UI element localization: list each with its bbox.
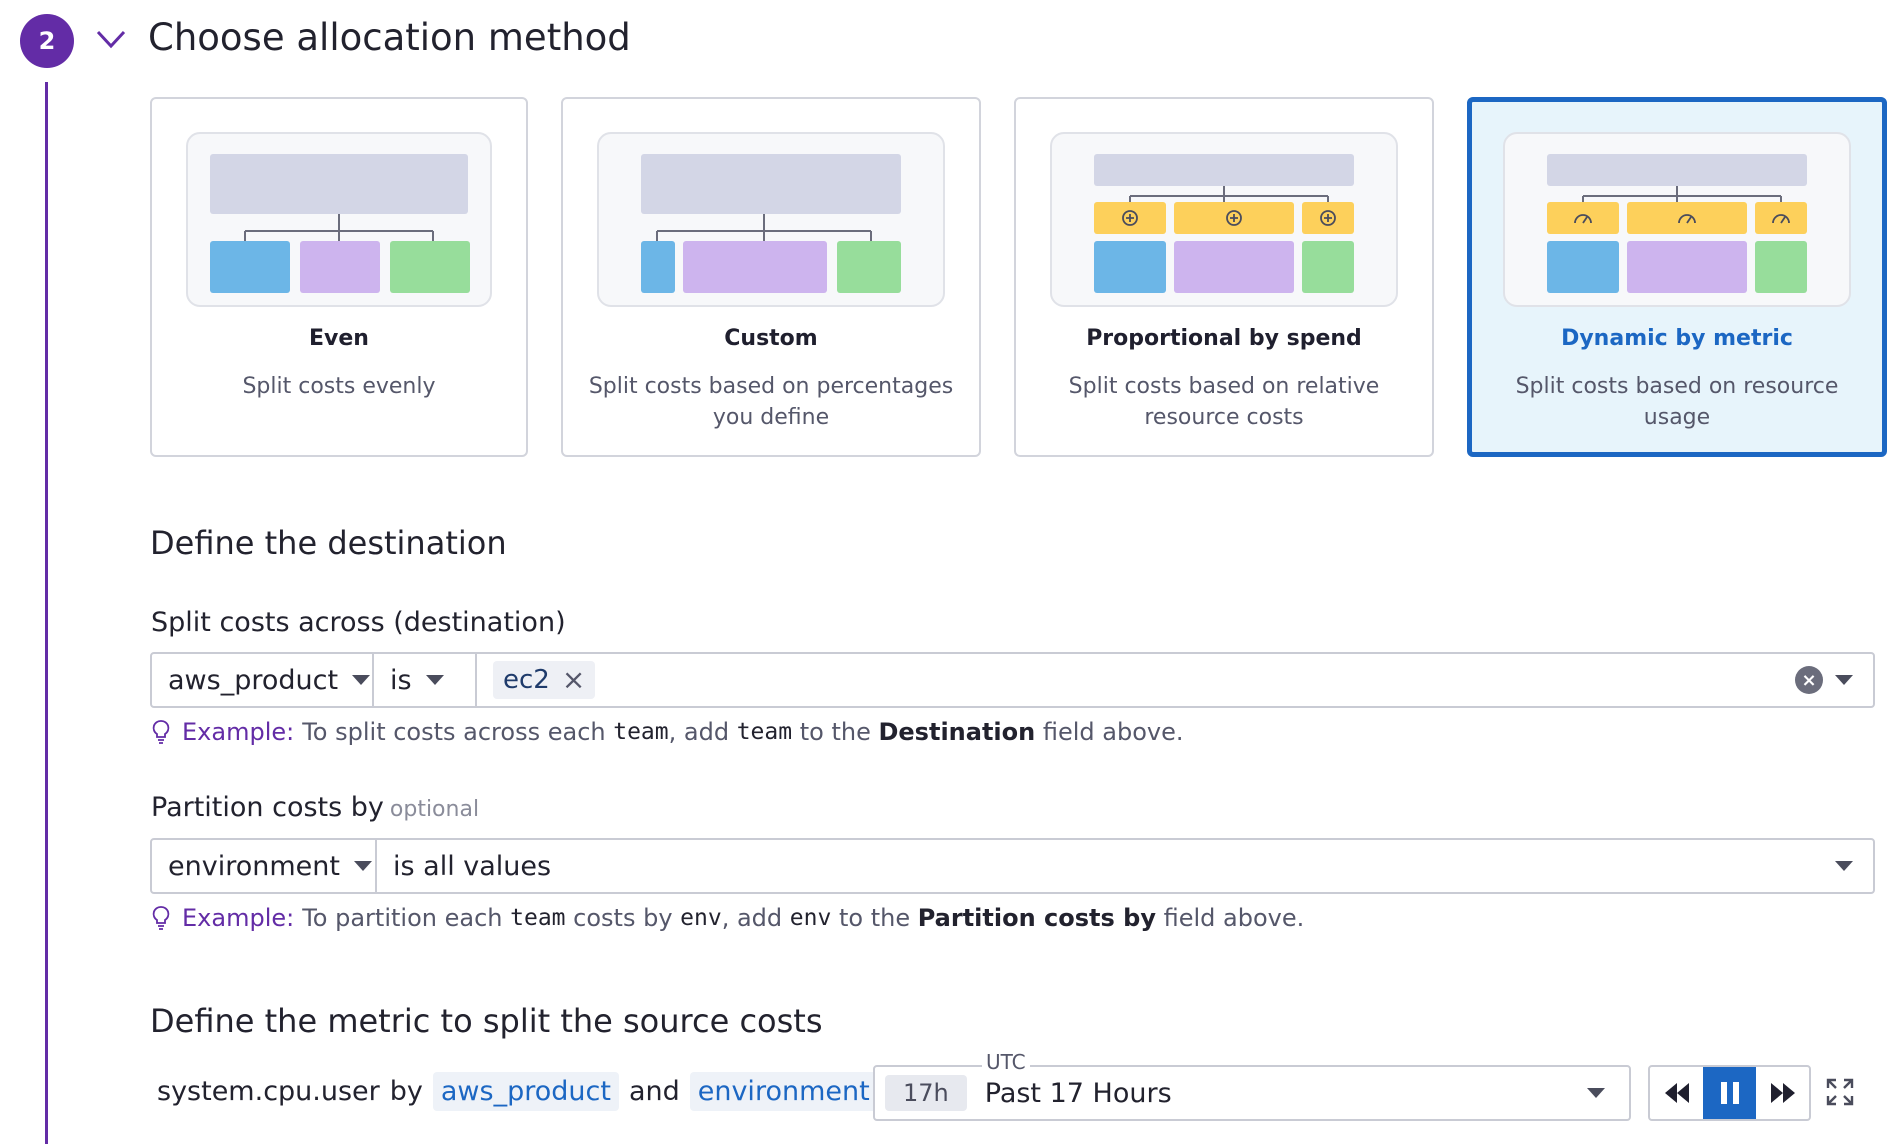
proportional-illustration xyxy=(1050,132,1398,307)
method-card-proportional[interactable]: Proportional by spend Split costs based … xyxy=(1014,97,1434,457)
partition-operator-select[interactable]: is all values xyxy=(377,840,1873,892)
partition-tag-key-select[interactable]: environment xyxy=(152,840,377,892)
optional-label: optional xyxy=(389,797,480,822)
rewind-button[interactable] xyxy=(1650,1067,1703,1119)
hint-code: team xyxy=(510,905,566,931)
metric-and-label: and xyxy=(628,1076,680,1107)
partition-field-label: Partition costs by optional xyxy=(151,792,479,823)
metric-section-title: Define the metric to split the source co… xyxy=(150,1002,823,1040)
caret-down-icon xyxy=(425,675,444,685)
remove-tag-icon[interactable]: × xyxy=(561,663,586,696)
hint-text: field above. xyxy=(1163,904,1305,932)
time-range-label: Past 17 Hours xyxy=(984,1077,1172,1109)
step-progress-line xyxy=(45,82,48,1144)
method-description: Split costs based on percentages you def… xyxy=(588,374,954,430)
metric-query: system.cpu.user by aws_product and envir… xyxy=(157,1072,878,1111)
hint-text: costs by xyxy=(573,904,673,932)
hint-bold: Partition costs by xyxy=(917,904,1156,932)
partition-hint: Example: To partition each team costs by… xyxy=(150,904,1304,932)
expand-icon[interactable] xyxy=(1826,1078,1854,1106)
hint-text: to the xyxy=(799,718,871,746)
clear-icon[interactable]: × xyxy=(1795,666,1823,694)
method-title: Custom xyxy=(724,326,818,351)
hint-example-label: Example: xyxy=(182,718,295,746)
timezone-label: UTC xyxy=(982,1050,1030,1074)
destination-operator-select[interactable]: is xyxy=(374,654,477,706)
time-playback-controls xyxy=(1648,1065,1811,1121)
hint-example-label: Example: xyxy=(182,904,295,932)
chevron-down-icon[interactable] xyxy=(94,26,128,52)
hint-code: team xyxy=(736,719,793,745)
destination-field-label: Split costs across (destination) xyxy=(151,607,566,638)
destination-tag-key-select[interactable]: aws_product xyxy=(152,654,374,706)
caret-down-icon xyxy=(1587,1088,1605,1098)
metric-name[interactable]: system.cpu.user xyxy=(157,1076,380,1107)
metric-tag-aws-product[interactable]: aws_product xyxy=(432,1072,619,1111)
method-description: Split costs based on relative resource c… xyxy=(1068,374,1380,430)
lightbulb-icon xyxy=(152,720,170,744)
method-title: Even xyxy=(309,326,369,351)
value-tag-label: ec2 xyxy=(503,665,550,695)
allocation-method-cards: Even Split costs evenly Custom Split cos… xyxy=(150,97,1887,457)
hint-text: to the xyxy=(838,904,911,932)
caret-down-icon xyxy=(353,861,372,871)
metric-by-label: by xyxy=(389,1076,423,1107)
custom-illustration xyxy=(597,132,945,307)
hint-code: env xyxy=(680,905,722,931)
method-description: Split costs based on resource usage xyxy=(1515,374,1839,430)
step-title: Choose allocation method xyxy=(148,16,631,59)
hint-text: To partition each xyxy=(302,904,503,932)
method-title: Proportional by spend xyxy=(1086,326,1362,351)
hint-text: To split costs across each xyxy=(302,718,606,746)
time-range-selector[interactable]: 17h Past 17 Hours xyxy=(873,1065,1631,1121)
rewind-icon xyxy=(1664,1083,1689,1103)
method-description: Split costs evenly xyxy=(242,374,436,399)
partition-label: Partition costs by xyxy=(151,792,384,823)
fast-forward-icon xyxy=(1770,1083,1795,1103)
metric-tag-environment[interactable]: environment xyxy=(689,1072,878,1111)
destination-operator: is xyxy=(390,664,412,696)
partition-query: environment is all values xyxy=(150,838,1875,894)
hint-text: field above. xyxy=(1042,718,1184,746)
caret-down-icon xyxy=(352,675,371,685)
destination-hint: Example: To split costs across each team… xyxy=(150,718,1184,746)
fast-forward-button[interactable] xyxy=(1756,1067,1809,1119)
partition-tag-key: environment xyxy=(168,850,340,882)
hint-code: env xyxy=(789,905,832,931)
step-number-badge: 2 xyxy=(20,14,74,68)
hint-text: , add xyxy=(668,718,730,746)
hint-bold: Destination xyxy=(878,718,1036,746)
caret-down-icon xyxy=(1835,861,1853,871)
time-range-badge: 17h xyxy=(885,1075,967,1111)
hint-code: team xyxy=(613,719,669,745)
pause-button[interactable] xyxy=(1703,1067,1756,1119)
lightbulb-icon xyxy=(152,906,170,930)
value-tag: ec2 × xyxy=(493,661,596,699)
partition-operator: is all values xyxy=(393,850,552,882)
destination-section-title: Define the destination xyxy=(150,524,507,562)
destination-query: aws_product is ec2 × × xyxy=(150,652,1875,708)
method-card-even[interactable]: Even Split costs evenly xyxy=(150,97,528,457)
even-illustration xyxy=(186,132,492,307)
method-title: Dynamic by metric xyxy=(1561,326,1793,351)
caret-down-icon[interactable] xyxy=(1835,675,1853,685)
destination-tag-key: aws_product xyxy=(168,664,339,696)
hint-text: , add xyxy=(721,904,783,932)
method-card-custom[interactable]: Custom Split costs based on percentages … xyxy=(561,97,981,457)
dynamic-illustration xyxy=(1503,132,1851,307)
pause-icon xyxy=(1720,1082,1739,1104)
method-card-dynamic[interactable]: Dynamic by metric Split costs based on r… xyxy=(1467,97,1887,457)
destination-values-input[interactable]: ec2 × × xyxy=(477,654,1873,706)
